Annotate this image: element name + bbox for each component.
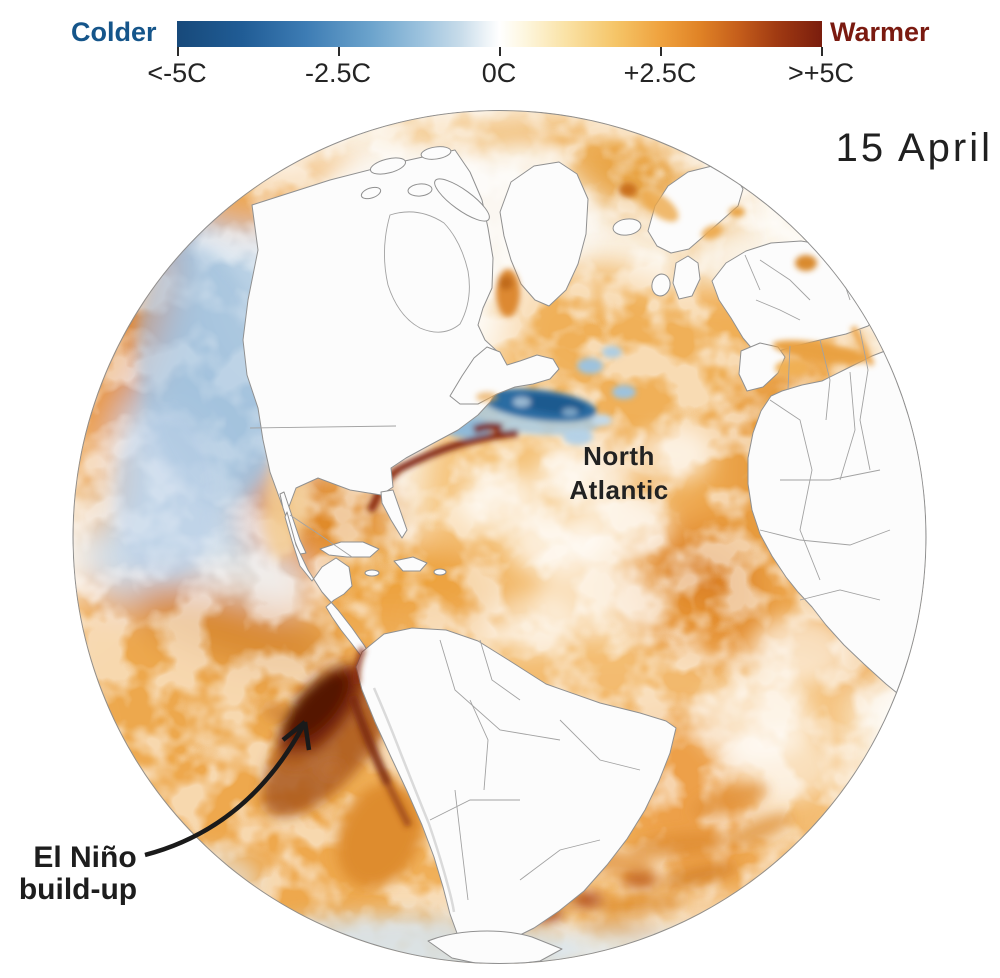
svg-text:North: North xyxy=(583,441,655,471)
svg-text:build-up: build-up xyxy=(19,873,137,906)
svg-text:El Niño: El Niño xyxy=(33,841,136,874)
svg-text:Atlantic: Atlantic xyxy=(569,475,668,505)
